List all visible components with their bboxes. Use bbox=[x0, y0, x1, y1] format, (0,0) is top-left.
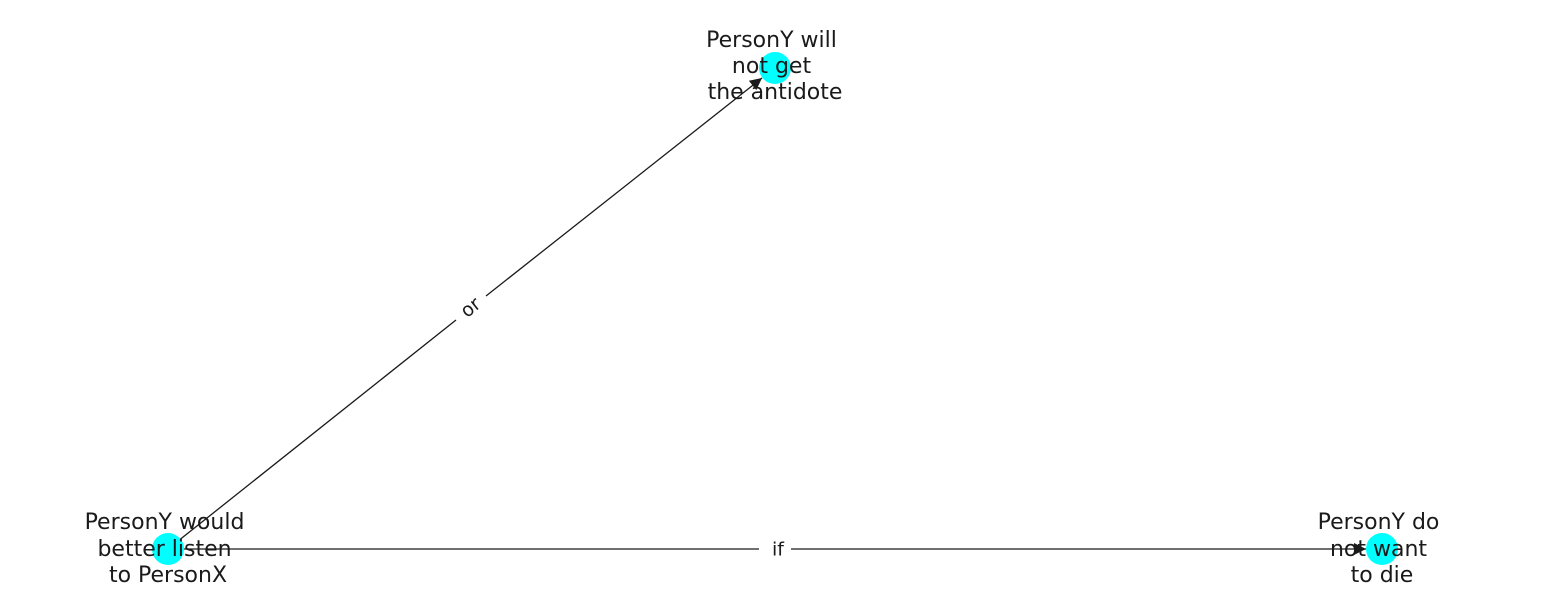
node-label-line: to die bbox=[1351, 563, 1414, 588]
node-label-line: PersonY would bbox=[85, 510, 245, 535]
node-label-line: the antidote bbox=[708, 80, 843, 105]
edge-or-line-a bbox=[167, 319, 457, 550]
node-circle bbox=[759, 52, 791, 84]
edge-or-label: or bbox=[456, 293, 485, 322]
node-persony-will-not-get-antidote: PersonY will not get the antidote bbox=[706, 28, 844, 105]
node-label-line: PersonY do bbox=[1318, 510, 1440, 535]
node-persony-do-not-want-to-die: PersonY do not want to die bbox=[1318, 510, 1447, 588]
node-circle bbox=[1366, 533, 1398, 565]
node-label-line: not get bbox=[732, 54, 812, 79]
node-persony-would-better-listen: PersonY would better listen to PersonX bbox=[85, 510, 252, 588]
nodes-layer: PersonY would better listen to PersonX P… bbox=[85, 28, 1447, 588]
node-label-line: to PersonX bbox=[109, 563, 227, 588]
node-label-line: PersonY will bbox=[706, 28, 837, 53]
edge-or-line-b bbox=[485, 77, 763, 297]
node-label-line: better listen bbox=[97, 537, 231, 562]
node-label: PersonY would better listen to PersonX bbox=[85, 510, 252, 588]
edges-layer: or if bbox=[167, 77, 1366, 561]
node-circle bbox=[152, 533, 184, 565]
edge-if-label: if bbox=[772, 539, 785, 561]
node-label: PersonY do not want to die bbox=[1318, 510, 1447, 588]
node-label-line: not want bbox=[1330, 537, 1427, 562]
edge-if: if bbox=[168, 539, 1366, 561]
node-label: PersonY will not get the antidote bbox=[706, 28, 844, 105]
edge-or: or bbox=[167, 77, 763, 550]
